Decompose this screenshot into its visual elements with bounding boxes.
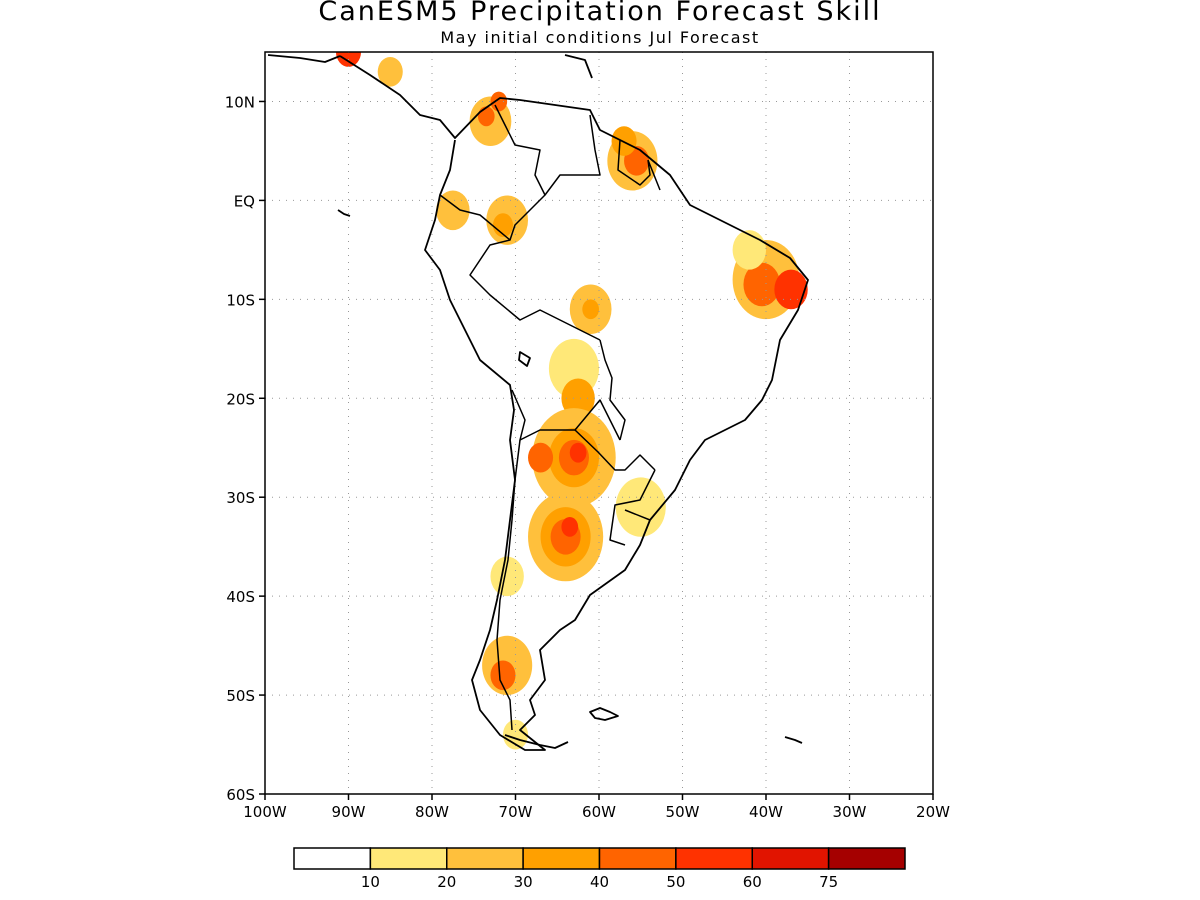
border-bolivia-chile-argentina [511,389,621,441]
lon-tick-label: 100W [243,803,287,821]
lat-tick-label: 10S [226,291,255,309]
tierra-del-fuego [504,734,569,749]
skill-region [377,56,403,87]
lat-tick-label: 60S [226,786,255,804]
skill-region [732,230,766,270]
colorbar-label: 50 [666,873,685,891]
lat-tick-label: EQ [234,192,255,210]
lon-tick-label: 40W [749,803,783,821]
lat-lon-grid [265,52,933,794]
border-colombia-venezuela [494,104,546,241]
lat-tick-label: 30S [226,489,255,507]
border-colombia-ecuador-peru [439,194,601,341]
skill-region [561,378,595,419]
colorbar-label: 20 [437,873,456,891]
skill-region [569,442,587,463]
skill-region [582,299,600,320]
border-chile-argentina [496,439,521,731]
lon-tick-label: 90W [332,803,366,821]
country-borders [439,104,661,731]
lon-tick-label: 50W [666,803,700,821]
colorbar-swatch [675,847,753,870]
colorbar-swatch [751,847,830,870]
skill-region [615,477,666,537]
lat-tick-label: 10N [225,93,255,111]
north-caribbean-coast [564,54,593,79]
colorbar-swatch [522,847,601,870]
colorbar-swatch [598,847,677,870]
lake-titicaca [518,351,531,367]
colorbar-label: 40 [590,873,609,891]
lat-tick-label: 50S [226,687,255,705]
border-uruguay [609,469,656,546]
map-title: CanESM5 Precipitation Forecast Skill [318,0,882,27]
skill-region [490,556,524,597]
galapagos-islands [337,209,351,217]
lon-tick-label: 20W [916,803,950,821]
central-america-coastline [267,54,341,63]
skill-region [477,106,495,127]
colorbar-swatch [446,847,524,870]
skill-region [528,442,554,473]
skill-region [743,262,781,307]
skill-shading [335,52,808,750]
lon-tick-label: 30W [833,803,867,821]
colorbar: 10 20 30 40 50 60 75 [293,847,906,891]
skill-region [490,91,508,112]
colorbar-swatch [369,847,448,870]
border-venezuela-guyana-brazil [544,114,601,196]
colorbar-swatch [827,847,906,870]
skill-region [490,660,516,691]
lat-tick-label: 40S [226,588,255,606]
south-georgia [784,736,803,744]
map-subtitle: May initial conditions Jul Forecast [440,28,760,47]
colorbar-label: 60 [743,873,762,891]
border-brazil-peru-bolivia [599,339,626,441]
lon-tick-label: 60W [582,803,616,821]
border-paraguay [574,429,656,471]
coastlines [267,54,809,751]
skill-region [561,516,579,537]
colorbar-swatch [293,847,372,870]
colorbar-label: 75 [819,873,838,891]
skill-region [492,213,513,238]
colorbar-label: 30 [514,873,533,891]
lon-tick-label: 70W [499,803,533,821]
falkland-islands [589,707,619,721]
colorbar-label: 10 [361,873,380,891]
border-guianas [617,139,661,191]
south-america-coastline [339,55,809,751]
lat-tick-label: 20S [226,390,255,408]
skill-region [774,269,808,310]
lon-tick-label: 80W [415,803,449,821]
